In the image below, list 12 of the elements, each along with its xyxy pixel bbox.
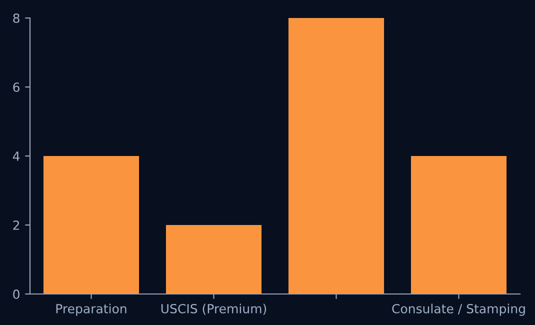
x-tick-label: USCIS (Premium) [161,304,266,315]
bar [166,225,262,294]
y-tick-label: 4 [12,152,20,161]
y-tick-label: 6 [13,82,20,92]
y-tick-label: 8 [13,13,20,23]
bar [410,156,507,294]
x-tick-label: Preparation [56,304,126,316]
y-tick-label: 2 [13,220,20,230]
y-tick-label: 0 [13,289,20,299]
bar [43,156,140,294]
bar [288,18,384,294]
x-tick-label: Consulate / Stamping [392,304,525,316]
